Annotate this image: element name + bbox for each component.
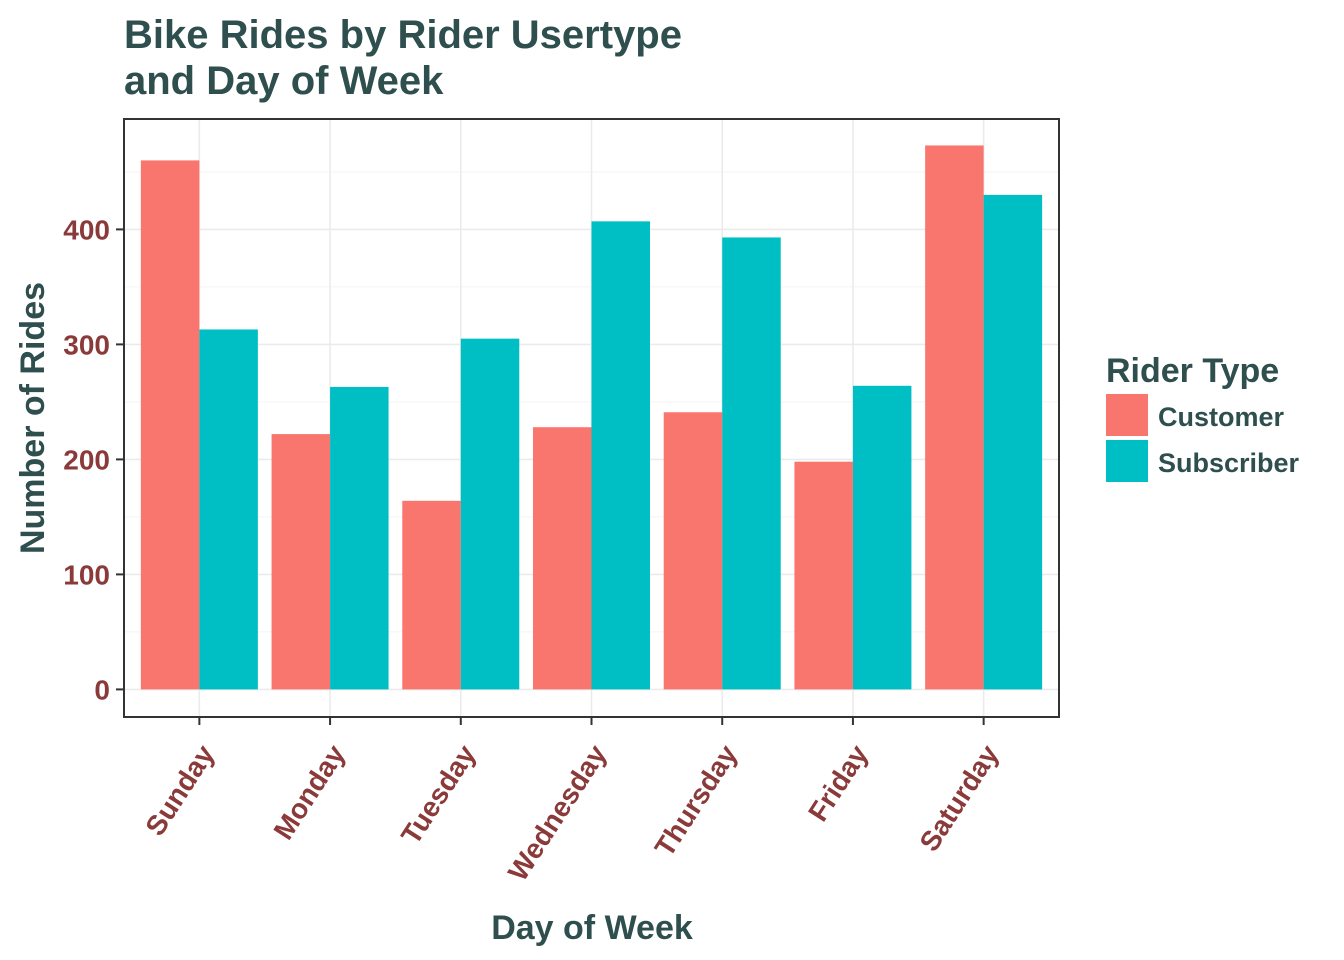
bar-customer-wednesday [533, 427, 592, 690]
bar-subscriber-friday [852, 385, 912, 690]
bar-subscriber-tuesday [460, 338, 520, 690]
bars [140, 145, 1043, 690]
bar-customer-tuesday [402, 500, 461, 690]
legend-title: Rider Type [1106, 352, 1279, 390]
legend-key-customer [1106, 394, 1148, 436]
x-tick-label-tuesday: Tuesday [395, 739, 482, 850]
x-axis-title: Day of Week [491, 909, 693, 947]
bar-subscriber-saturday [983, 194, 1043, 690]
y-axis-ticks: 0 100 200 300 400 [63, 214, 124, 705]
x-tick-label-saturday: Saturday [913, 739, 1004, 857]
bar-subscriber-monday [330, 386, 389, 690]
x-tick-label-monday: Monday [267, 739, 351, 845]
legend-key-subscriber [1106, 440, 1148, 482]
bar-customer-sunday [140, 160, 200, 690]
x-tick-label-sunday: Sunday [139, 739, 220, 841]
y-tick-label: 300 [63, 329, 110, 360]
bar-customer-friday [794, 461, 853, 690]
bar-subscriber-thursday [722, 237, 781, 690]
x-axis-ticks: Sunday Monday Tuesday Wednesday Thursday Frid… [139, 717, 1005, 886]
y-tick-label: 0 [94, 674, 110, 705]
bar-customer-thursday [663, 412, 723, 690]
y-tick-label: 100 [63, 559, 110, 590]
x-tick-label-friday: Friday [802, 739, 874, 827]
chart-title-line-1: Bike Rides by Rider Usertype [124, 13, 682, 57]
x-tick-label-thursday: Thursday [649, 739, 744, 862]
y-tick-label: 200 [63, 444, 110, 475]
legend: Rider Type Customer Subscriber [1106, 352, 1300, 482]
legend-label-subscriber: Subscriber [1158, 448, 1300, 478]
legend-label-customer: Customer [1158, 402, 1285, 432]
bar-subscriber-wednesday [591, 221, 650, 690]
x-tick-label-wednesday: Wednesday [502, 739, 613, 886]
bar-customer-monday [271, 434, 331, 690]
bar-subscriber-sunday [199, 329, 258, 690]
y-axis-title: Number of Rides [14, 282, 52, 554]
bar-customer-saturday [925, 145, 984, 690]
chart-title-line-2: and Day of Week [124, 59, 444, 103]
y-tick-label: 400 [63, 214, 110, 245]
